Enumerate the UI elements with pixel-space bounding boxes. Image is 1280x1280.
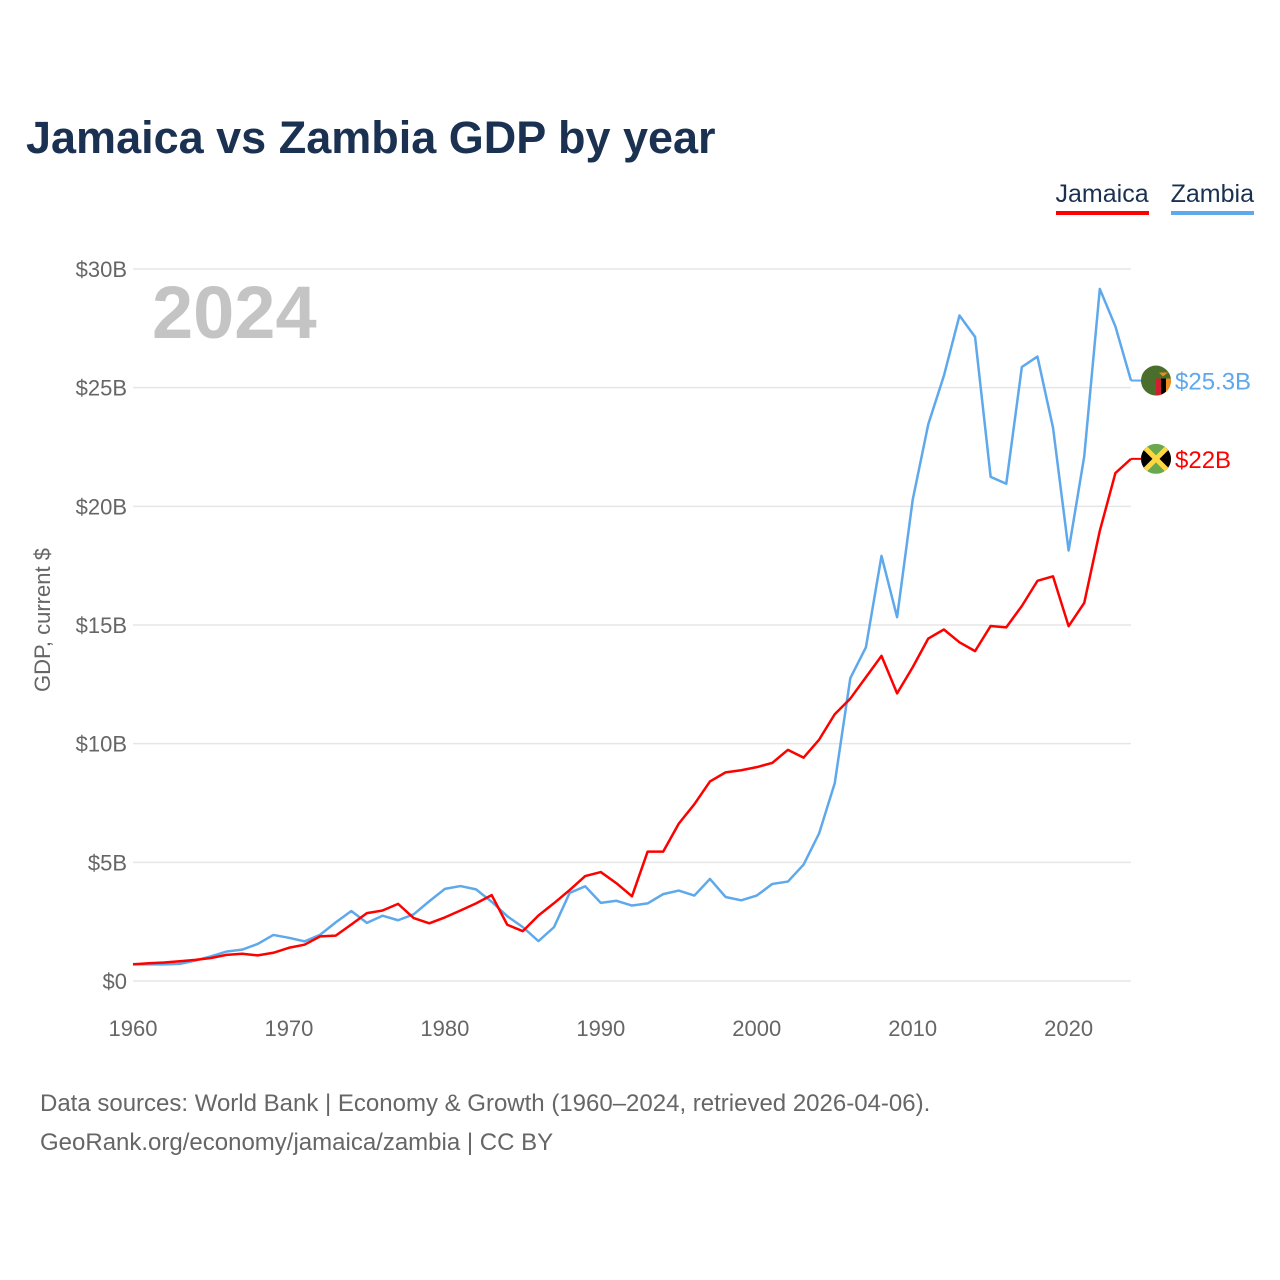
x-tick-label: 1990 — [576, 1016, 625, 1041]
x-tick-label: 1980 — [420, 1016, 469, 1041]
legend-jamaica[interactable]: Jamaica — [1055, 180, 1149, 215]
y-tick-label: $30B — [76, 257, 127, 282]
y-tick-label: $15B — [76, 613, 127, 638]
zambia-flag-icon — [1141, 365, 1171, 396]
data-source: Data sources: World Bank | Economy & Gro… — [40, 1090, 931, 1117]
legend: Jamaica Zambia — [1055, 180, 1254, 215]
legend-zambia[interactable]: Zambia — [1170, 180, 1254, 215]
series-line-zambia — [132, 287, 1133, 966]
y-axis-label: GDP, current $ — [30, 548, 55, 692]
x-tick-label: 2010 — [888, 1016, 937, 1041]
chart-title: Jamaica vs Zambia GDP by year — [26, 112, 716, 163]
x-tick-label: 1970 — [264, 1016, 313, 1041]
series-line-jamaica — [132, 457, 1132, 966]
x-tick-label: 2000 — [732, 1016, 781, 1041]
footer: Data sources: World Bank | Economy & Gro… — [40, 1084, 930, 1162]
x-tick-label: 1960 — [109, 1016, 158, 1041]
source-link[interactable]: GeoRank.org/economy/jamaica/zambia | CC … — [40, 1129, 554, 1156]
y-tick-label: $10B — [76, 732, 127, 757]
y-tick-label: $25B — [76, 376, 127, 401]
end-value-label-jamaica: $22B — [1175, 447, 1231, 474]
end-value-label-zambia: $25.3B — [1175, 369, 1251, 396]
y-tick-label: $20B — [76, 494, 127, 519]
y-tick-label: $5B — [88, 850, 127, 875]
jamaica-flag-icon — [1141, 443, 1171, 474]
y-tick-label: $0 — [103, 969, 127, 994]
x-tick-label: 2020 — [1044, 1016, 1093, 1041]
year-watermark: 2024 — [152, 271, 317, 354]
